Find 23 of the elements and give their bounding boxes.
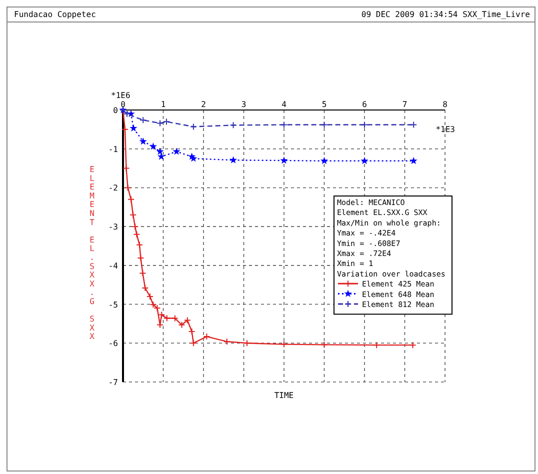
y-tick-label: 0 <box>113 106 118 115</box>
x-tick-label: 2 <box>201 100 206 109</box>
y-tick-label: -7 <box>108 378 118 387</box>
annotation: *1E3 <box>436 125 456 134</box>
x-tick-label: 3 <box>241 100 246 109</box>
x-tick-label: 1 <box>160 100 166 109</box>
y-tick-label: -2 <box>108 184 118 193</box>
text: *1E6 <box>111 91 130 100</box>
x-tick-label: 6 <box>362 100 368 109</box>
y-tick-label: -3 <box>108 222 118 232</box>
text: ELEMENT EL.SXX.G SXX <box>90 165 94 342</box>
y-tick-label: -1 <box>108 144 118 154</box>
text: 09 DEC 2009 01:34:54 SXX_Time_Livre <box>361 10 530 19</box>
x-tick-label: 5 <box>322 100 327 109</box>
text: Fundacao Coppetec <box>14 10 96 19</box>
y-tick-label: -6 <box>108 339 118 348</box>
x-tick-label: 8 <box>442 100 448 109</box>
x-tick-label: 4 <box>282 100 287 109</box>
y-tick-label: -4 <box>108 261 118 270</box>
x-tick-label: 0 <box>120 100 126 109</box>
x-axis-title: TIME <box>274 391 294 400</box>
y-tick-label: -5 <box>108 300 118 310</box>
x-tick-label: 7 <box>402 100 408 109</box>
